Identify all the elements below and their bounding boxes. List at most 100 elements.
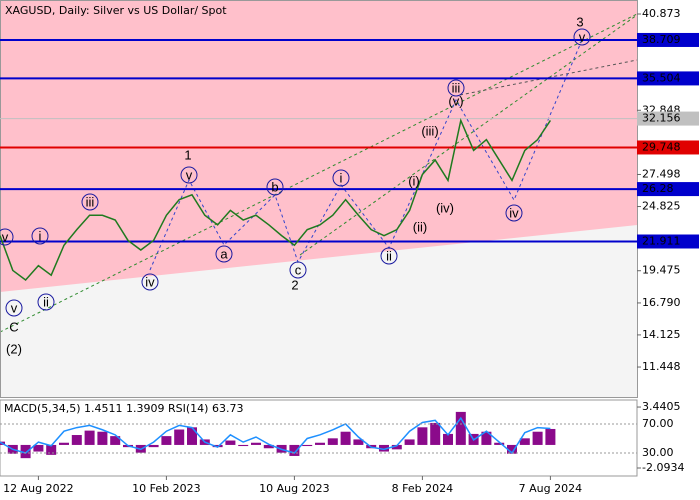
wave-circle — [573, 28, 591, 46]
wave-circle — [289, 261, 307, 279]
level-label: 35.504 — [642, 71, 681, 84]
wave-label: i — [39, 228, 42, 243]
macd-bar — [494, 442, 505, 445]
wave-label: v — [11, 300, 18, 315]
macd-bar — [20, 444, 31, 459]
wave-label: iii — [86, 194, 95, 209]
wave-circle — [31, 227, 49, 245]
wave-label: c — [295, 262, 302, 277]
level-box — [637, 234, 699, 249]
wave-circle — [447, 79, 465, 97]
level-box — [637, 71, 699, 86]
macd-bar — [391, 444, 402, 450]
wave-label: ii — [386, 248, 392, 263]
macd-bar — [302, 444, 313, 447]
macd-bar — [417, 427, 428, 445]
rsi-tick-label: 70.00 — [642, 417, 674, 430]
macd-bar — [379, 444, 389, 452]
wave-label: (ii) — [413, 219, 427, 234]
level-box — [637, 32, 699, 47]
main-border — [0, 0, 638, 398]
macd-bar — [430, 422, 441, 445]
wave-circle — [37, 293, 55, 311]
wave-circle — [141, 273, 159, 291]
current-price-box — [637, 111, 699, 126]
wave-label: 1 — [184, 147, 191, 162]
macd-bar — [97, 431, 108, 445]
y-tick-label: 11.448 — [642, 360, 681, 373]
x-tick-label: 8 Feb 2024 — [392, 482, 453, 495]
wave-circle — [215, 245, 233, 263]
trend-line — [0, 13, 638, 333]
macd-bar — [455, 411, 466, 445]
macd-bar — [212, 444, 223, 448]
wave-label: v — [2, 229, 9, 244]
y-tick-label: 40.873 — [642, 7, 681, 20]
macd-bar — [263, 444, 274, 449]
wave-label: (iv) — [436, 200, 454, 215]
rsi-line — [0, 416, 551, 455]
macd-bar — [327, 438, 338, 445]
chart-title: XAGUSD, Daily: Silver vs US Dollar/ Spot — [5, 4, 227, 17]
indicator-label: MACD(5,34,5) 1.4511 1.3909 RSI(14) 63.73 — [4, 402, 243, 415]
y-tick-label: 19.475 — [642, 264, 681, 277]
x-tick-label: 12 Aug 2022 — [3, 482, 73, 495]
macd-bar — [545, 428, 556, 445]
rsi-tick-label: 30.00 — [642, 446, 674, 459]
price-line — [0, 117, 552, 282]
macd-bar — [225, 440, 236, 445]
y-tick-label: 27.498 — [642, 167, 681, 180]
wave-circle — [180, 166, 198, 184]
level-label: 26.28 — [642, 182, 674, 195]
macd-bar — [161, 436, 172, 445]
x-tick-label: 7 Aug 2024 — [519, 482, 582, 495]
wave-label: i — [340, 170, 343, 185]
wave-label: 3 — [576, 14, 583, 29]
level-label: 38.709 — [642, 33, 681, 46]
wave-circle — [0, 228, 14, 246]
macd-bar — [59, 442, 69, 445]
level-label: 29.748 — [642, 140, 681, 153]
level-label: 21.911 — [642, 234, 681, 247]
wave-circle — [5, 299, 23, 317]
macd-bar — [507, 444, 517, 454]
macd-bar — [481, 431, 492, 445]
macd-bar — [238, 444, 249, 447]
macd-bar — [532, 431, 543, 445]
macd-bar — [46, 444, 57, 455]
macd-bar — [443, 433, 453, 445]
macd-bar — [315, 442, 325, 445]
wave-label: v — [186, 167, 193, 182]
wave-label: v — [579, 29, 586, 44]
macd-bar — [289, 444, 300, 456]
wave-path — [149, 39, 583, 271]
macd-bar — [353, 439, 364, 445]
macd-bar — [174, 429, 185, 445]
macd-bar — [148, 444, 159, 448]
x-tick-label: 10 Feb 2023 — [132, 482, 200, 495]
y-tick-label: 16.790 — [642, 296, 681, 309]
x-tick-label: 10 Aug 2023 — [259, 482, 329, 495]
wave-label: a — [220, 246, 228, 261]
macd-tick-label: -2.0934 — [642, 461, 684, 474]
wave-label: iv — [509, 205, 519, 220]
macd-bar — [84, 430, 95, 445]
macd-bar — [187, 427, 197, 445]
current-price-label: 32.156 — [642, 112, 681, 125]
wave-label: (v) — [448, 93, 463, 108]
wave-circle — [380, 247, 398, 265]
macd-bar — [33, 444, 44, 452]
wave-label: (2) — [6, 341, 22, 356]
wave-label: ii — [43, 294, 49, 309]
macd-tick-label: 3.4405 — [642, 400, 681, 413]
y-tick-label: 14.125 — [642, 328, 681, 341]
wave-label: (iii) — [421, 123, 438, 138]
wave-label: C — [9, 319, 18, 334]
wave-label: b — [271, 179, 278, 194]
macd-bar — [71, 435, 82, 445]
channel-fill — [0, 0, 637, 292]
wave-circle — [266, 178, 284, 196]
macd-bar — [519, 438, 530, 445]
wave-label: iv — [145, 274, 155, 289]
